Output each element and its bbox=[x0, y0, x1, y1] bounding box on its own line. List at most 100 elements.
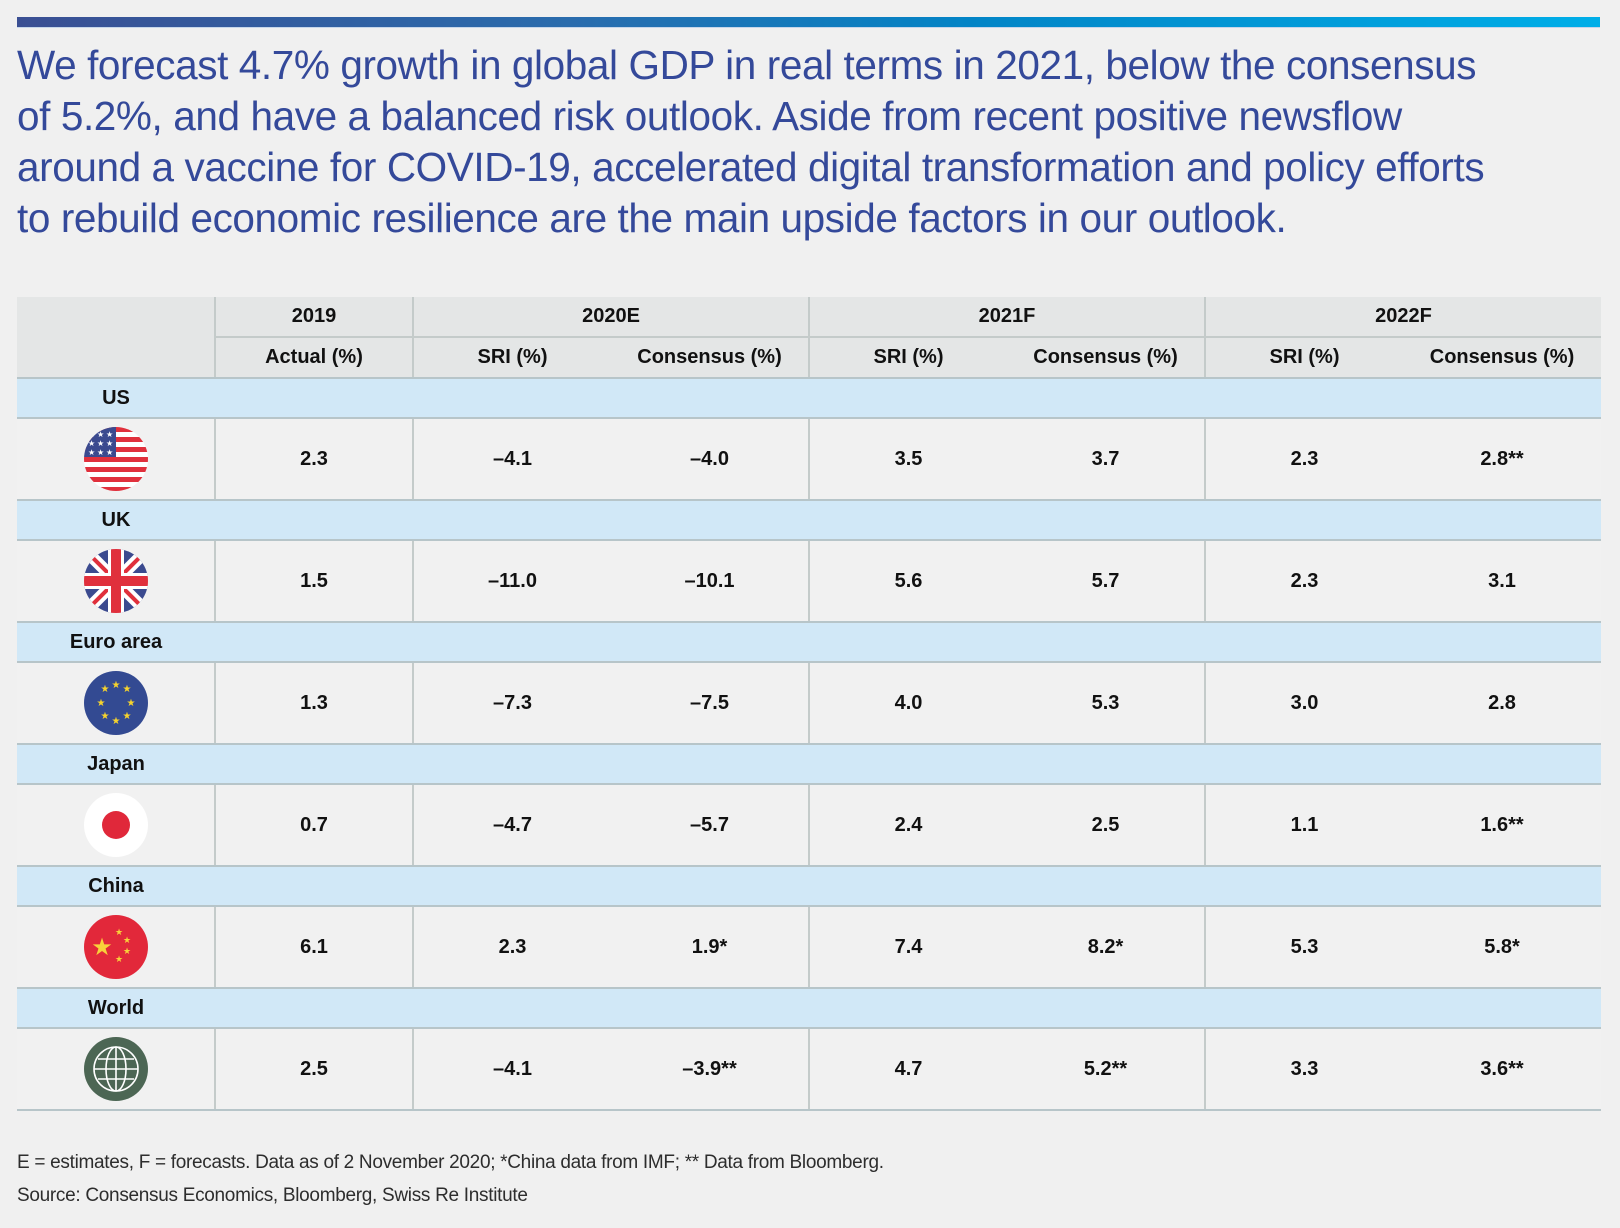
year-header-2021f: 2021F bbox=[808, 297, 1205, 338]
flag-cell: ★ ★ ★ ★ ★ ★ ★ ★ bbox=[17, 662, 215, 745]
value-cell: 4.7 bbox=[808, 1028, 1007, 1111]
value-cell: 2.5 bbox=[1007, 784, 1205, 867]
value-cell: 2.5 bbox=[214, 1028, 413, 1111]
value-cell: 1.1 bbox=[1204, 784, 1403, 867]
japan-flag-icon bbox=[83, 793, 148, 857]
value-cell: –5.7 bbox=[611, 784, 809, 867]
region-band-japan: Japan bbox=[17, 744, 1601, 785]
col-header-actual: Actual (%) bbox=[214, 337, 413, 379]
col-header-sri-2020: SRI (%) bbox=[412, 337, 611, 379]
svg-text:★: ★ bbox=[106, 439, 113, 448]
value-cell: 5.3 bbox=[1007, 662, 1205, 745]
value-cell: –4.0 bbox=[611, 418, 809, 501]
svg-text:★: ★ bbox=[114, 955, 122, 965]
svg-text:★: ★ bbox=[97, 439, 104, 448]
lede-line: to rebuild economic resilience are the m… bbox=[17, 195, 1287, 241]
value-cell: 2.4 bbox=[808, 784, 1007, 867]
source-note: Source: Consensus Economics, Bloomberg, … bbox=[17, 1185, 528, 1206]
region-band-china: China bbox=[17, 866, 1601, 907]
value-cell: 2.3 bbox=[412, 906, 611, 989]
value-cell: 3.5 bbox=[808, 418, 1007, 501]
value-cell: 8.2* bbox=[1007, 906, 1205, 989]
value-cell: –3.9** bbox=[611, 1028, 809, 1111]
uk-flag-icon bbox=[83, 549, 148, 613]
svg-text:★: ★ bbox=[106, 430, 113, 439]
col-header-sri-2021: SRI (%) bbox=[808, 337, 1007, 379]
year-header-2020e: 2020E bbox=[412, 297, 809, 338]
svg-text:★: ★ bbox=[122, 711, 131, 722]
region-band-euro-area: Euro area bbox=[17, 622, 1601, 663]
value-cell: 7.4 bbox=[808, 906, 1007, 989]
footnote: E = estimates, F = forecasts. Data as of… bbox=[17, 1152, 884, 1173]
value-cell: 5.7 bbox=[1007, 540, 1205, 623]
region-band-world: World bbox=[17, 988, 1601, 1029]
china-flag-icon: ★ ★ ★ ★ ★ bbox=[83, 915, 148, 979]
flag-cell bbox=[17, 1028, 215, 1111]
svg-text:★: ★ bbox=[122, 947, 130, 957]
flag-cell bbox=[17, 784, 215, 867]
value-cell: 2.3 bbox=[214, 418, 413, 501]
flag-cell: ★ ★ ★ ★ ★ ★ ★ ★ ★ bbox=[17, 418, 215, 501]
svg-text:★: ★ bbox=[114, 928, 122, 938]
accent-bar bbox=[17, 17, 1600, 28]
value-cell: –4.7 bbox=[412, 784, 611, 867]
table-row: ★ ★ ★ ★ ★ 6.1 2.3 1.9* 7.4 8.2* 5.3 5.8* bbox=[17, 906, 1601, 989]
eu-flag-icon: ★ ★ ★ ★ ★ ★ ★ ★ bbox=[83, 671, 148, 735]
table-row: 2.5 –4.1 –3.9** 4.7 5.2** 3.3 3.6** bbox=[17, 1028, 1601, 1111]
value-cell: –7.5 bbox=[611, 662, 809, 745]
region-band-uk: UK bbox=[17, 500, 1601, 541]
region-label: US bbox=[17, 378, 215, 419]
value-cell: 3.1 bbox=[1403, 540, 1601, 623]
lede-line: around a vaccine for COVID-19, accelerat… bbox=[17, 144, 1485, 190]
value-cell: –4.1 bbox=[412, 1028, 611, 1111]
us-flag-icon: ★ ★ ★ ★ ★ ★ ★ ★ ★ bbox=[83, 427, 148, 491]
value-cell: 3.0 bbox=[1204, 662, 1403, 745]
table-row: ★ ★ ★ ★ ★ ★ ★ ★ 1.3 –7.3 –7.5 4.0 5.3 3.… bbox=[17, 662, 1601, 745]
flag-cell: ★ ★ ★ ★ ★ bbox=[17, 906, 215, 989]
value-cell: 3.6** bbox=[1403, 1028, 1601, 1111]
globe-icon bbox=[83, 1037, 148, 1101]
year-header-row: 2019 2020E 2021F 2022F bbox=[17, 297, 1601, 379]
value-cell: –11.0 bbox=[412, 540, 611, 623]
table-row: ★ ★ ★ ★ ★ ★ ★ ★ ★ 2.3 –4.1 –4.0 3.5 3.7 2.3 2.… bbox=[17, 418, 1601, 501]
value-cell: –4.1 bbox=[412, 418, 611, 501]
value-cell: 5.3 bbox=[1204, 906, 1403, 989]
col-header-consensus-2020: Consensus (%) bbox=[611, 337, 809, 379]
svg-text:★: ★ bbox=[88, 448, 95, 457]
svg-text:★: ★ bbox=[88, 430, 95, 439]
region-label: China bbox=[17, 866, 215, 907]
value-cell: 1.3 bbox=[214, 662, 413, 745]
flag-cell bbox=[17, 540, 215, 623]
svg-text:★: ★ bbox=[100, 684, 109, 695]
region-label: Euro area bbox=[17, 622, 215, 663]
region-label: World bbox=[17, 988, 215, 1029]
svg-text:★: ★ bbox=[96, 698, 105, 709]
year-header-2022f: 2022F bbox=[1204, 297, 1601, 338]
gdp-forecast-table: 2019 2020E 2021F 2022F Actual (%) SRI (%… bbox=[17, 297, 1601, 1111]
value-cell: 2.3 bbox=[1204, 418, 1403, 501]
svg-text:★: ★ bbox=[106, 448, 113, 457]
region-label: UK bbox=[17, 500, 215, 541]
svg-text:★: ★ bbox=[97, 430, 104, 439]
lede-paragraph: We forecast 4.7% growth in global GDP in… bbox=[17, 40, 1607, 244]
value-cell: –7.3 bbox=[412, 662, 611, 745]
table-row: 1.5 –11.0 –10.1 5.6 5.7 2.3 3.1 bbox=[17, 540, 1601, 623]
value-cell: 5.8* bbox=[1403, 906, 1601, 989]
corner-cell bbox=[17, 297, 215, 379]
lede-line: We forecast 4.7% growth in global GDP in… bbox=[17, 42, 1477, 88]
svg-text:★: ★ bbox=[111, 716, 120, 727]
value-cell: 1.9* bbox=[611, 906, 809, 989]
value-cell: 5.6 bbox=[808, 540, 1007, 623]
value-cell: 1.5 bbox=[214, 540, 413, 623]
value-cell: 2.8 bbox=[1403, 662, 1601, 745]
sub-header-row: Actual (%) SRI (%) Consensus (%) SRI (%)… bbox=[17, 337, 1601, 379]
region-label: Japan bbox=[17, 744, 215, 785]
table-row: 0.7 –4.7 –5.7 2.4 2.5 1.1 1.6** bbox=[17, 784, 1601, 867]
value-cell: –10.1 bbox=[611, 540, 809, 623]
svg-text:★: ★ bbox=[100, 711, 109, 722]
value-cell: 6.1 bbox=[214, 906, 413, 989]
col-header-consensus-2022: Consensus (%) bbox=[1403, 337, 1601, 379]
svg-text:★: ★ bbox=[126, 698, 135, 709]
value-cell: 2.3 bbox=[1204, 540, 1403, 623]
value-cell: 5.2** bbox=[1007, 1028, 1205, 1111]
